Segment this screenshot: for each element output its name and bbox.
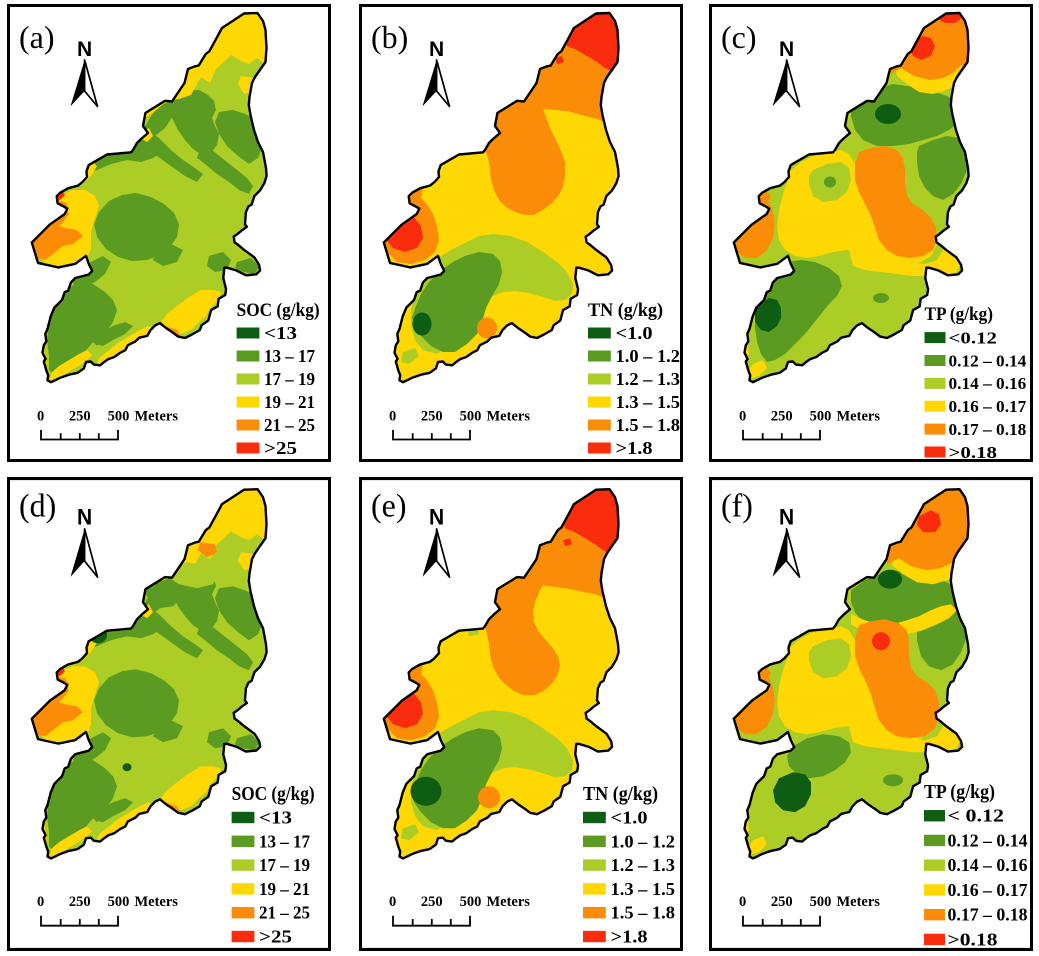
svg-text:(d): (d) (19, 488, 56, 525)
svg-text:0.14 – 0.16: 0.14 – 0.16 (948, 856, 1028, 875)
svg-text:21 – 25: 21 – 25 (264, 415, 315, 435)
svg-text:>25: >25 (264, 438, 297, 458)
svg-text:13 – 17: 13 – 17 (264, 346, 315, 366)
svg-text:>0.18: >0.18 (948, 930, 998, 949)
svg-text:0.16 – 0.17: 0.16 – 0.17 (948, 881, 1028, 900)
svg-text:19 – 21: 19 – 21 (259, 879, 310, 899)
svg-text:TN (g/kg): TN (g/kg) (583, 784, 658, 805)
svg-text:1.0 – 1.2: 1.0 – 1.2 (616, 346, 681, 366)
svg-text:<0.12: <0.12 (949, 328, 998, 347)
svg-text:<1.0: <1.0 (616, 323, 653, 343)
svg-text:17 – 19: 17 – 19 (259, 855, 310, 875)
svg-text:1.2 – 1.3: 1.2 – 1.3 (611, 855, 676, 875)
svg-text:19 – 21: 19 – 21 (264, 392, 315, 412)
svg-text:(f): (f) (721, 488, 753, 525)
svg-text:SOC (g/kg): SOC (g/kg) (232, 784, 315, 805)
svg-text:(b): (b) (371, 19, 408, 55)
svg-text:(a): (a) (19, 19, 55, 55)
svg-text:1.2 – 1.3: 1.2 – 1.3 (616, 369, 681, 389)
svg-text:1.5 – 1.8: 1.5 – 1.8 (611, 902, 676, 922)
svg-text:(c): (c) (721, 19, 757, 55)
svg-text:TP (g/kg): TP (g/kg) (925, 304, 994, 325)
svg-text:>0.18: >0.18 (949, 443, 998, 462)
svg-text:0.12 – 0.14: 0.12 – 0.14 (948, 831, 1028, 850)
svg-text:13 – 17: 13 – 17 (259, 831, 310, 851)
svg-text:SOC (g/kg): SOC (g/kg) (237, 300, 320, 321)
svg-text:<13: <13 (264, 323, 297, 343)
svg-text:<1.0: <1.0 (611, 807, 648, 827)
svg-text:>1.8: >1.8 (616, 438, 653, 458)
svg-text:0.12 – 0.14: 0.12 – 0.14 (949, 351, 1027, 370)
svg-text:0.17 – 0.18: 0.17 – 0.18 (948, 905, 1028, 924)
svg-text:21 – 25: 21 – 25 (259, 902, 310, 922)
svg-text:>25: >25 (259, 926, 292, 946)
svg-text:<13: <13 (259, 807, 292, 827)
svg-text:1.0 – 1.2: 1.0 – 1.2 (611, 831, 676, 851)
svg-text:(e): (e) (371, 488, 406, 525)
svg-text:1.5 – 1.8: 1.5 – 1.8 (616, 415, 681, 435)
svg-text:0.17 – 0.18: 0.17 – 0.18 (949, 420, 1027, 439)
svg-text:1.3 – 1.5: 1.3 – 1.5 (616, 392, 681, 412)
svg-text:TN (g/kg): TN (g/kg) (588, 300, 663, 321)
svg-text:>1.8: >1.8 (611, 926, 648, 946)
svg-text:0.16 – 0.17: 0.16 – 0.17 (949, 397, 1027, 416)
svg-text:17 – 19: 17 – 19 (264, 369, 315, 389)
svg-text:0.14 – 0.16: 0.14 – 0.16 (949, 374, 1027, 393)
svg-text:1.3 – 1.5: 1.3 – 1.5 (611, 879, 676, 899)
svg-text:TP (g/kg): TP (g/kg) (924, 782, 995, 803)
svg-text:< 0.12: < 0.12 (948, 806, 1005, 825)
